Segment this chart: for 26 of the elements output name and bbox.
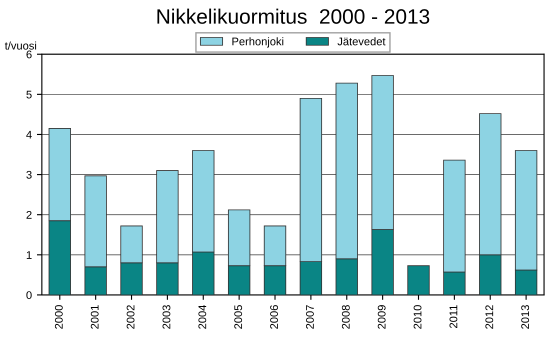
legend-label: Jätevedet (338, 37, 386, 46)
x-tick-label: 2013 (521, 305, 530, 329)
x-tick-label: 2012 (485, 305, 494, 329)
x-tick-label: 2011 (449, 305, 458, 328)
y-tick-label: 4 (26, 130, 32, 138)
y-tick-label: 2 (26, 210, 32, 219)
x-tick-label: 2002 (126, 305, 135, 329)
y-tick-label: 0 (26, 291, 32, 300)
x-tick-label: 2005 (234, 305, 242, 329)
legend-label: Perhonjoki (232, 37, 284, 48)
x-tick-label: 2004 (198, 304, 206, 329)
y-axis-title: t/vuosi (4, 41, 36, 50)
x-tick-label: 2003 (162, 305, 170, 329)
y-tick-label: 6 (26, 50, 32, 58)
x-tick-label: 2001 (90, 305, 99, 329)
chart-title: Nikkelikuormitus 2000 - 2013 (157, 8, 430, 24)
x-tick-label: 2009 (378, 305, 386, 329)
x-tick-label: 2006 (270, 305, 278, 329)
y-tick-label: 5 (26, 90, 32, 98)
x-tick-label: 2008 (342, 305, 350, 329)
bar (407, 265, 430, 295)
y-tick-label: 3 (26, 170, 32, 179)
y-tick-label: 1 (26, 251, 32, 259)
x-tick-label: 2000 (54, 305, 63, 329)
x-tick-label: 2007 (306, 305, 314, 329)
x-tick-label: 2010 (414, 305, 422, 329)
